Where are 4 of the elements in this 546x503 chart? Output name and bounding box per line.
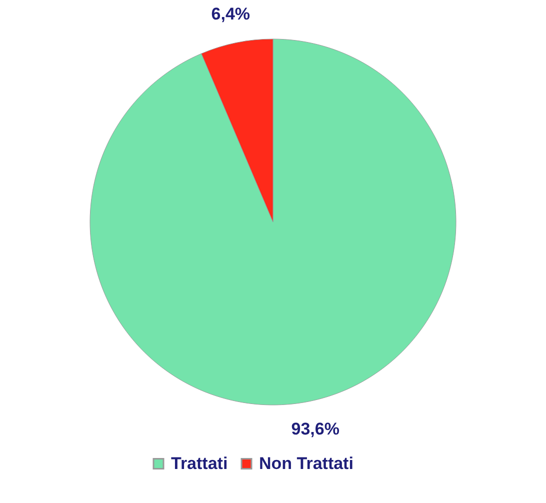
legend-label: Non Trattati <box>259 454 354 473</box>
data-label: 6,4% <box>211 4 250 24</box>
legend-label: Trattati <box>171 454 228 473</box>
data-label: 93,6% <box>291 420 340 439</box>
